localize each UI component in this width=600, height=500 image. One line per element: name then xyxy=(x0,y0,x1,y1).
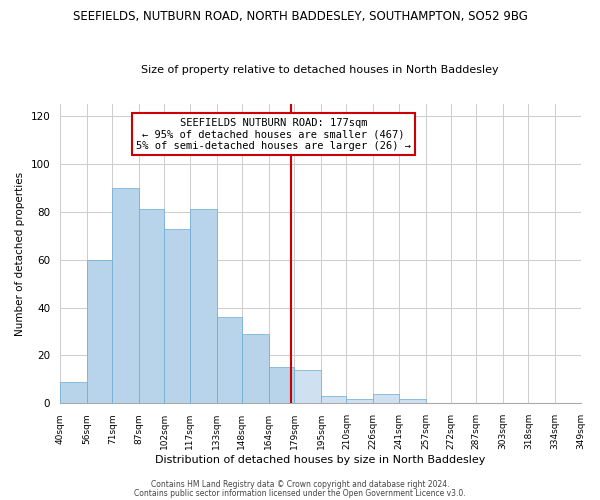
Text: SEEFIELDS, NUTBURN ROAD, NORTH BADDESLEY, SOUTHAMPTON, SO52 9BG: SEEFIELDS, NUTBURN ROAD, NORTH BADDESLEY… xyxy=(73,10,527,23)
Text: Contains public sector information licensed under the Open Government Licence v3: Contains public sector information licen… xyxy=(134,488,466,498)
Bar xyxy=(164,228,190,404)
Bar xyxy=(294,370,321,404)
Bar xyxy=(217,317,242,404)
Bar xyxy=(87,260,112,404)
Text: Contains HM Land Registry data © Crown copyright and database right 2024.: Contains HM Land Registry data © Crown c… xyxy=(151,480,449,489)
Bar xyxy=(373,394,398,404)
Bar xyxy=(269,368,294,404)
Bar xyxy=(346,398,373,404)
Text: SEEFIELDS NUTBURN ROAD: 177sqm
← 95% of detached houses are smaller (467)
5% of : SEEFIELDS NUTBURN ROAD: 177sqm ← 95% of … xyxy=(136,118,411,150)
X-axis label: Distribution of detached houses by size in North Baddesley: Distribution of detached houses by size … xyxy=(155,455,485,465)
Bar xyxy=(242,334,269,404)
Bar xyxy=(321,396,346,404)
Bar xyxy=(190,210,217,404)
Bar xyxy=(139,210,164,404)
Bar xyxy=(60,382,87,404)
Bar xyxy=(398,398,425,404)
Y-axis label: Number of detached properties: Number of detached properties xyxy=(15,172,25,336)
Title: Size of property relative to detached houses in North Baddesley: Size of property relative to detached ho… xyxy=(142,66,499,76)
Bar xyxy=(112,188,139,404)
